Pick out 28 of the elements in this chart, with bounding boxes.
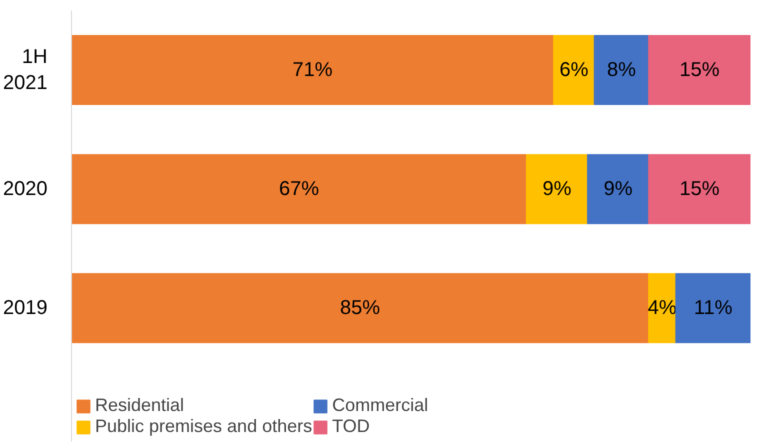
data-label: 67% bbox=[278, 178, 320, 200]
data-label: 15% bbox=[680, 178, 720, 200]
bar bbox=[72, 273, 650, 344]
y-tick-label: 2019 bbox=[3, 297, 48, 320]
bar bbox=[72, 154, 527, 224]
data-label: 11% bbox=[694, 297, 733, 320]
legend-label: Residential bbox=[95, 395, 184, 416]
data-label: 8% bbox=[607, 59, 636, 82]
y-tick-label: 2020 bbox=[3, 178, 48, 200]
data-label: 9% bbox=[542, 178, 572, 200]
bar bbox=[594, 35, 650, 106]
data-label: 71% bbox=[292, 59, 333, 82]
data-label: 9% bbox=[604, 178, 633, 200]
bar bbox=[587, 154, 650, 224]
data-label: 6% bbox=[560, 59, 589, 82]
bar bbox=[553, 35, 595, 106]
legend-label: Public premises and others bbox=[95, 416, 312, 437]
data-label: 85% bbox=[340, 297, 380, 320]
legend-label: Commercial bbox=[332, 395, 428, 416]
bar bbox=[526, 154, 588, 224]
bar bbox=[675, 273, 750, 344]
legend-label: TOD bbox=[332, 416, 370, 437]
data-label: 4% bbox=[648, 297, 677, 320]
bar bbox=[72, 35, 554, 106]
data-label: 15% bbox=[680, 59, 720, 82]
bar bbox=[648, 154, 750, 224]
y-tick-label: 1H 2021 bbox=[3, 46, 48, 94]
bar bbox=[648, 35, 750, 106]
